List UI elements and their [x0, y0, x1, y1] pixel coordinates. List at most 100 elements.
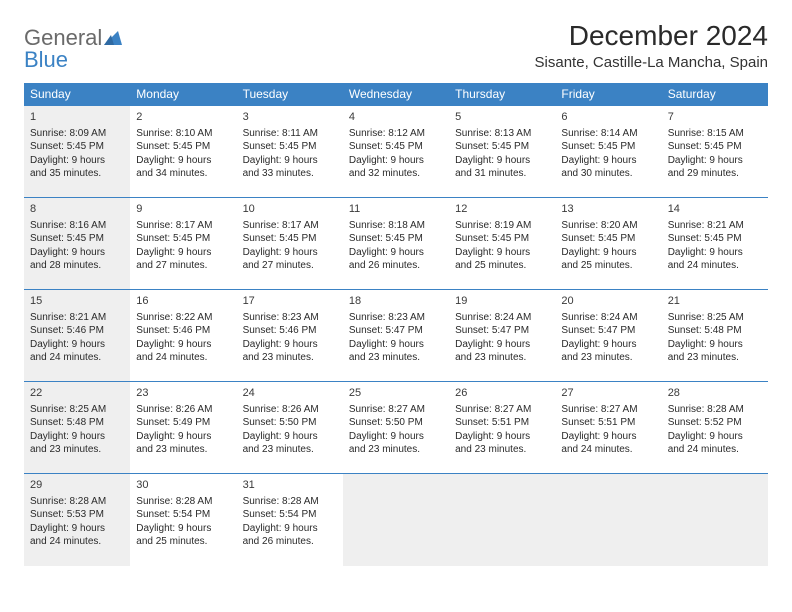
sunrise-line: Sunrise: 8:17 AM — [243, 219, 337, 233]
daylight-line-2: and 23 minutes. — [455, 443, 549, 457]
daylight-line-2: and 34 minutes. — [136, 167, 230, 181]
day-cell: 21Sunrise: 8:25 AMSunset: 5:48 PMDayligh… — [662, 290, 768, 382]
sunrise-line: Sunrise: 8:14 AM — [561, 127, 655, 141]
sunrise-line: Sunrise: 8:24 AM — [455, 311, 549, 325]
dow-monday: Monday — [130, 83, 236, 106]
daylight-line-1: Daylight: 9 hours — [243, 154, 337, 168]
sunset-line: Sunset: 5:45 PM — [455, 140, 549, 154]
dow-wednesday: Wednesday — [343, 83, 449, 106]
daylight-line-1: Daylight: 9 hours — [455, 338, 549, 352]
day-cell: 15Sunrise: 8:21 AMSunset: 5:46 PMDayligh… — [24, 290, 130, 382]
sunrise-line: Sunrise: 8:25 AM — [30, 403, 124, 417]
day-number: 17 — [243, 294, 337, 309]
sunset-line: Sunset: 5:45 PM — [561, 140, 655, 154]
sunrise-line: Sunrise: 8:11 AM — [243, 127, 337, 141]
location-subtitle: Sisante, Castille-La Mancha, Spain — [535, 54, 768, 71]
day-number: 27 — [561, 386, 655, 401]
daylight-line-1: Daylight: 9 hours — [243, 522, 337, 536]
daylight-line-1: Daylight: 9 hours — [668, 338, 762, 352]
sunset-line: Sunset: 5:45 PM — [668, 140, 762, 154]
daylight-line-2: and 23 minutes. — [243, 351, 337, 365]
day-of-week-row: Sunday Monday Tuesday Wednesday Thursday… — [24, 83, 768, 106]
day-number: 24 — [243, 386, 337, 401]
sunrise-line: Sunrise: 8:27 AM — [561, 403, 655, 417]
daylight-line-1: Daylight: 9 hours — [349, 430, 443, 444]
day-number: 13 — [561, 202, 655, 217]
day-number: 4 — [349, 110, 443, 125]
day-number: 21 — [668, 294, 762, 309]
sunrise-line: Sunrise: 8:12 AM — [349, 127, 443, 141]
sunset-line: Sunset: 5:45 PM — [136, 232, 230, 246]
sunrise-line: Sunrise: 8:28 AM — [30, 495, 124, 509]
day-cell — [343, 474, 449, 566]
daylight-line-1: Daylight: 9 hours — [455, 430, 549, 444]
day-number: 8 — [30, 202, 124, 217]
daylight-line-1: Daylight: 9 hours — [30, 522, 124, 536]
daylight-line-2: and 24 minutes. — [668, 259, 762, 273]
sunrise-line: Sunrise: 8:26 AM — [243, 403, 337, 417]
daylight-line-1: Daylight: 9 hours — [136, 246, 230, 260]
day-number: 1 — [30, 110, 124, 125]
logo-word-2: Blue — [24, 47, 68, 72]
day-number: 22 — [30, 386, 124, 401]
sunset-line: Sunset: 5:46 PM — [136, 324, 230, 338]
day-number: 28 — [668, 386, 762, 401]
sunset-line: Sunset: 5:51 PM — [455, 416, 549, 430]
sunrise-line: Sunrise: 8:19 AM — [455, 219, 549, 233]
daylight-line-1: Daylight: 9 hours — [30, 154, 124, 168]
day-cell — [449, 474, 555, 566]
daylight-line-1: Daylight: 9 hours — [243, 338, 337, 352]
week-row: 1Sunrise: 8:09 AMSunset: 5:45 PMDaylight… — [24, 106, 768, 198]
sunset-line: Sunset: 5:50 PM — [349, 416, 443, 430]
sunset-line: Sunset: 5:45 PM — [243, 232, 337, 246]
daylight-line-1: Daylight: 9 hours — [136, 338, 230, 352]
sunrise-line: Sunrise: 8:27 AM — [349, 403, 443, 417]
daylight-line-2: and 23 minutes. — [561, 351, 655, 365]
day-cell: 6Sunrise: 8:14 AMSunset: 5:45 PMDaylight… — [555, 106, 661, 198]
day-cell: 4 Sunrise: 8:12 AMSunset: 5:45 PMDaylight… — [343, 106, 449, 198]
daylight-line-2: and 24 minutes. — [30, 535, 124, 549]
week-row: 22Sunrise: 8:25 AMSunset: 5:48 PMDayligh… — [24, 382, 768, 474]
day-number: 15 — [30, 294, 124, 309]
sunset-line: Sunset: 5:50 PM — [243, 416, 337, 430]
sunset-line: Sunset: 5:45 PM — [349, 140, 443, 154]
day-number: 5 — [455, 110, 549, 125]
daylight-line-2: and 23 minutes. — [349, 443, 443, 457]
day-cell: 17Sunrise: 8:23 AMSunset: 5:46 PMDayligh… — [237, 290, 343, 382]
daylight-line-1: Daylight: 9 hours — [30, 338, 124, 352]
week-row: 15Sunrise: 8:21 AMSunset: 5:46 PMDayligh… — [24, 290, 768, 382]
sunrise-line: Sunrise: 8:10 AM — [136, 127, 230, 141]
daylight-line-1: Daylight: 9 hours — [349, 154, 443, 168]
day-cell — [662, 474, 768, 566]
daylight-line-2: and 27 minutes. — [136, 259, 230, 273]
day-cell: 16Sunrise: 8:22 AMSunset: 5:46 PMDayligh… — [130, 290, 236, 382]
day-number: 9 — [136, 202, 230, 217]
title-block: December 2024 Sisante, Castille-La Manch… — [535, 20, 768, 71]
sunset-line: Sunset: 5:45 PM — [668, 232, 762, 246]
sunrise-line: Sunrise: 8:28 AM — [136, 495, 230, 509]
sunrise-line: Sunrise: 8:28 AM — [668, 403, 762, 417]
month-title: December 2024 — [535, 20, 768, 52]
daylight-line-2: and 27 minutes. — [243, 259, 337, 273]
day-cell: 11Sunrise: 8:18 AMSunset: 5:45 PMDayligh… — [343, 198, 449, 290]
daylight-line-2: and 23 minutes. — [136, 443, 230, 457]
daylight-line-2: and 23 minutes. — [668, 351, 762, 365]
sunset-line: Sunset: 5:46 PM — [243, 324, 337, 338]
day-number: 10 — [243, 202, 337, 217]
daylight-line-1: Daylight: 9 hours — [668, 430, 762, 444]
sunset-line: Sunset: 5:54 PM — [243, 508, 337, 522]
sunset-line: Sunset: 5:51 PM — [561, 416, 655, 430]
day-number: 11 — [349, 202, 443, 217]
sunset-line: Sunset: 5:49 PM — [136, 416, 230, 430]
logo: General Blue — [24, 20, 122, 71]
sunset-line: Sunset: 5:46 PM — [30, 324, 124, 338]
sunrise-line: Sunrise: 8:16 AM — [30, 219, 124, 233]
daylight-line-2: and 25 minutes. — [136, 535, 230, 549]
day-cell: 10Sunrise: 8:17 AMSunset: 5:45 PMDayligh… — [237, 198, 343, 290]
week-row: 8Sunrise: 8:16 AMSunset: 5:45 PMDaylight… — [24, 198, 768, 290]
sunrise-line: Sunrise: 8:23 AM — [349, 311, 443, 325]
daylight-line-2: and 26 minutes. — [349, 259, 443, 273]
daylight-line-2: and 28 minutes. — [30, 259, 124, 273]
day-number: 19 — [455, 294, 549, 309]
daylight-line-1: Daylight: 9 hours — [136, 430, 230, 444]
